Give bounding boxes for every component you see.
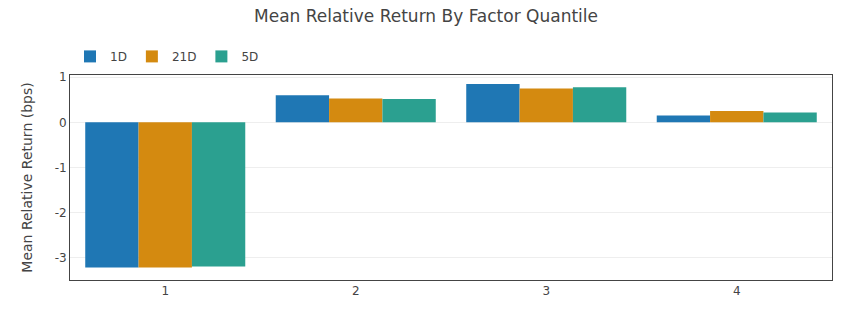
svg-text:-3: -3	[55, 251, 67, 265]
svg-text:1: 1	[161, 284, 169, 298]
svg-text:2: 2	[352, 284, 360, 298]
svg-text:Mean Relative Return (bps): Mean Relative Return (bps)	[19, 82, 35, 272]
svg-text:4: 4	[733, 284, 741, 298]
svg-text:-1: -1	[55, 161, 67, 175]
svg-text:3: 3	[542, 284, 550, 298]
svg-text:Mean Relative Return By Factor: Mean Relative Return By Factor Quantile	[254, 6, 598, 26]
svg-text:21D: 21D	[172, 50, 197, 64]
svg-text:1: 1	[59, 70, 67, 84]
svg-text:5D: 5D	[241, 50, 258, 64]
svg-text:1D: 1D	[110, 50, 127, 64]
svg-text:-2: -2	[55, 206, 67, 220]
svg-text:0: 0	[59, 116, 67, 130]
